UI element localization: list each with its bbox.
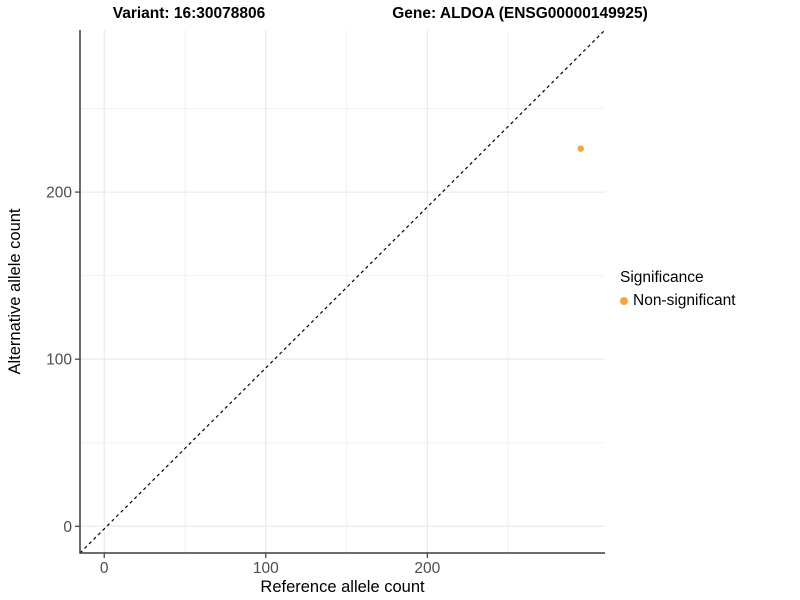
y-tick-label: 100 <box>46 352 72 369</box>
legend-item-non-significant: Non-significant <box>620 292 736 310</box>
legend: Significance Non-significant <box>620 269 736 310</box>
data-point <box>577 145 584 152</box>
plot-title-variant: Variant: 16:30078806 <box>112 5 266 22</box>
y-tick-label: 0 <box>63 519 72 536</box>
identity-line <box>79 29 606 554</box>
legend-title: Significance <box>620 269 704 286</box>
x-axis-title: Reference allele count <box>260 578 425 596</box>
x-tick-label: 200 <box>414 560 440 577</box>
legend-item-label: Non-significant <box>633 292 736 309</box>
x-tick-label: 100 <box>253 560 279 577</box>
x-tick-label: 0 <box>100 560 109 577</box>
plot-title-gene: Gene: ALDOA (ENSG00000149925) <box>392 5 648 22</box>
y-tick-label: 200 <box>46 185 72 202</box>
y-axis-title: Alternative allele count <box>6 208 24 374</box>
legend-point-icon <box>620 297 628 305</box>
